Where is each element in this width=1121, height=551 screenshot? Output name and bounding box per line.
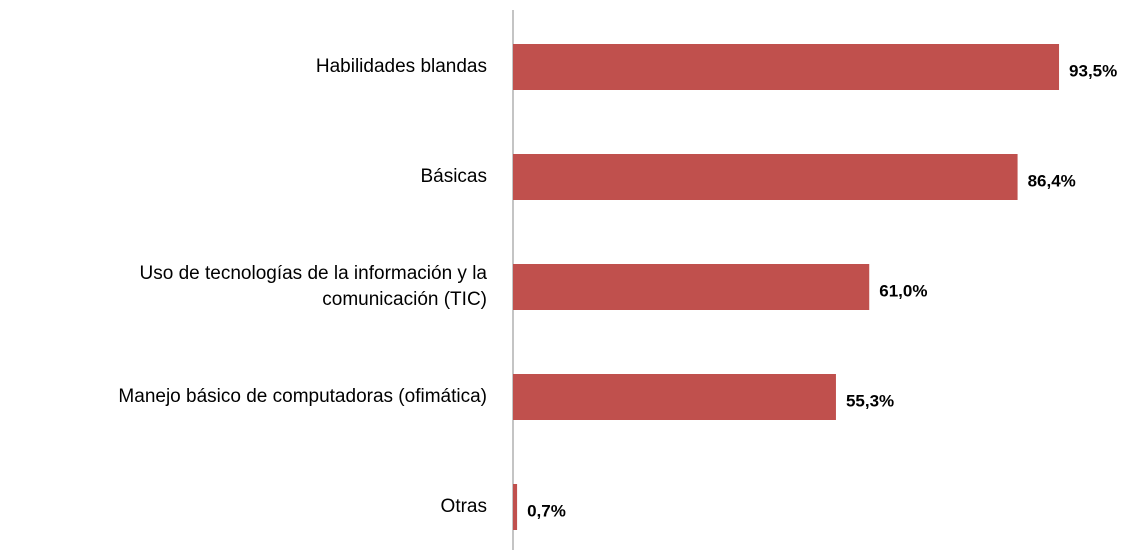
category-label: Básicas	[420, 166, 487, 187]
value-label: 61,0%	[879, 281, 927, 300]
category-label: Uso de tecnologías de la información y l…	[140, 263, 488, 310]
category-label: Otras	[441, 496, 487, 517]
category-label: Manejo básico de computadoras (ofimática…	[118, 386, 487, 407]
bar	[513, 154, 1018, 200]
category-label: Habilidades blandas	[316, 56, 487, 77]
value-label: 0,7%	[527, 501, 566, 520]
bar	[513, 374, 836, 420]
bar	[513, 484, 518, 530]
value-label: 55,3%	[846, 391, 894, 410]
value-label: 93,5%	[1069, 61, 1117, 80]
bar	[513, 44, 1060, 90]
value-label: 86,4%	[1028, 171, 1076, 190]
bar	[513, 264, 870, 310]
